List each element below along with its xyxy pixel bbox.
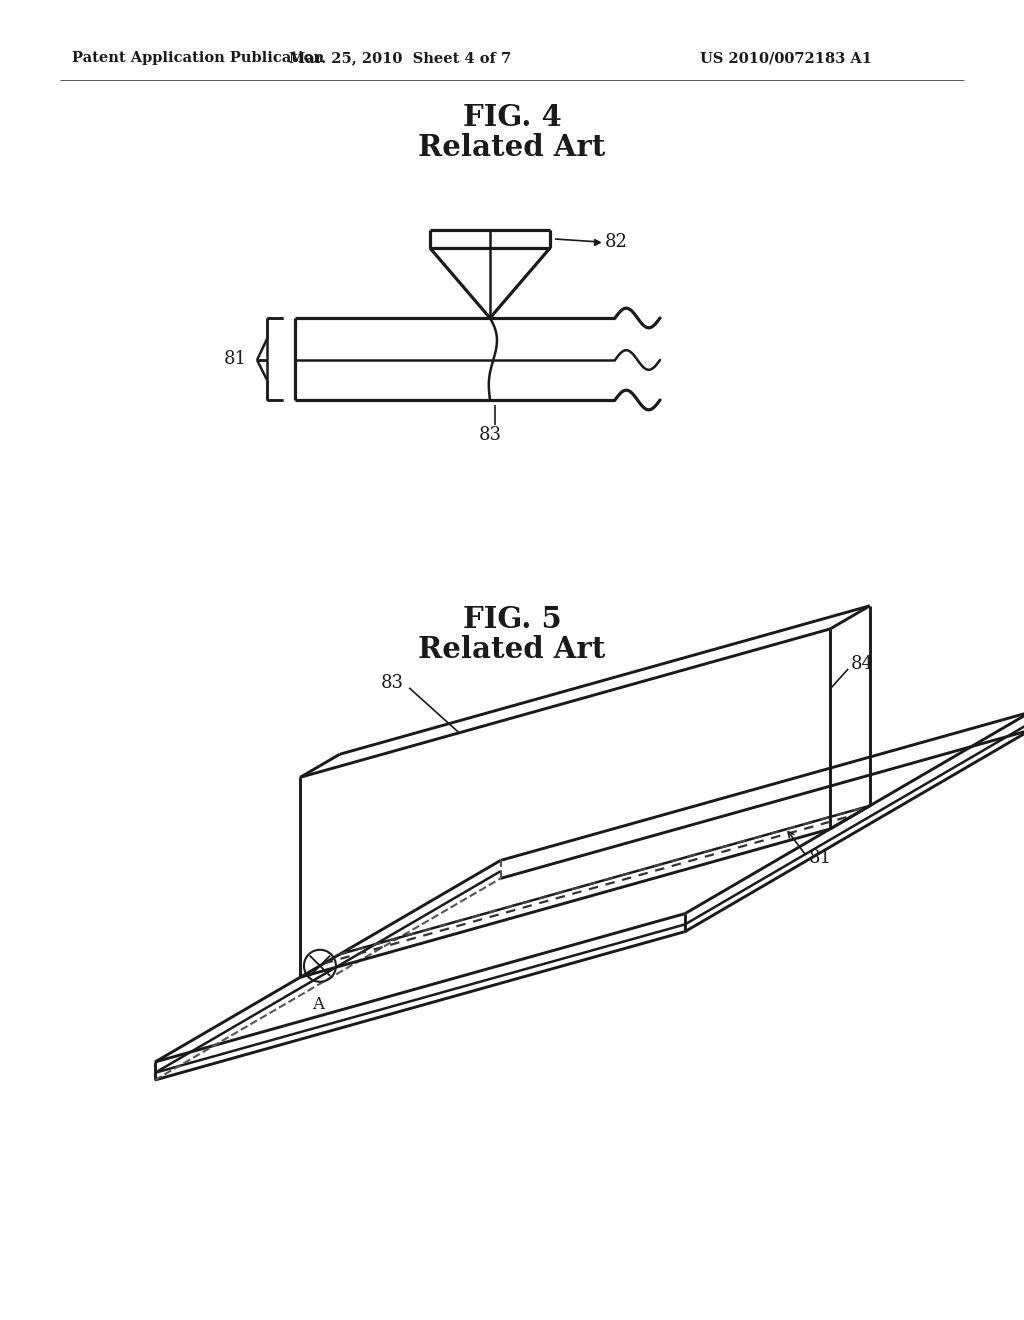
- Text: 83: 83: [381, 673, 404, 692]
- Text: 81: 81: [224, 350, 247, 368]
- Text: 84: 84: [851, 655, 874, 673]
- Text: 81: 81: [808, 849, 831, 867]
- Text: Mar. 25, 2010  Sheet 4 of 7: Mar. 25, 2010 Sheet 4 of 7: [289, 51, 511, 65]
- Text: Related Art: Related Art: [419, 635, 605, 664]
- Text: Patent Application Publication: Patent Application Publication: [72, 51, 324, 65]
- Text: 82: 82: [605, 234, 628, 251]
- Text: 83: 83: [478, 426, 502, 444]
- Text: FIG. 4: FIG. 4: [463, 103, 561, 132]
- Text: FIG. 5: FIG. 5: [463, 606, 561, 635]
- Text: Related Art: Related Art: [419, 133, 605, 162]
- Text: US 2010/0072183 A1: US 2010/0072183 A1: [700, 51, 872, 65]
- Text: A: A: [312, 995, 324, 1012]
